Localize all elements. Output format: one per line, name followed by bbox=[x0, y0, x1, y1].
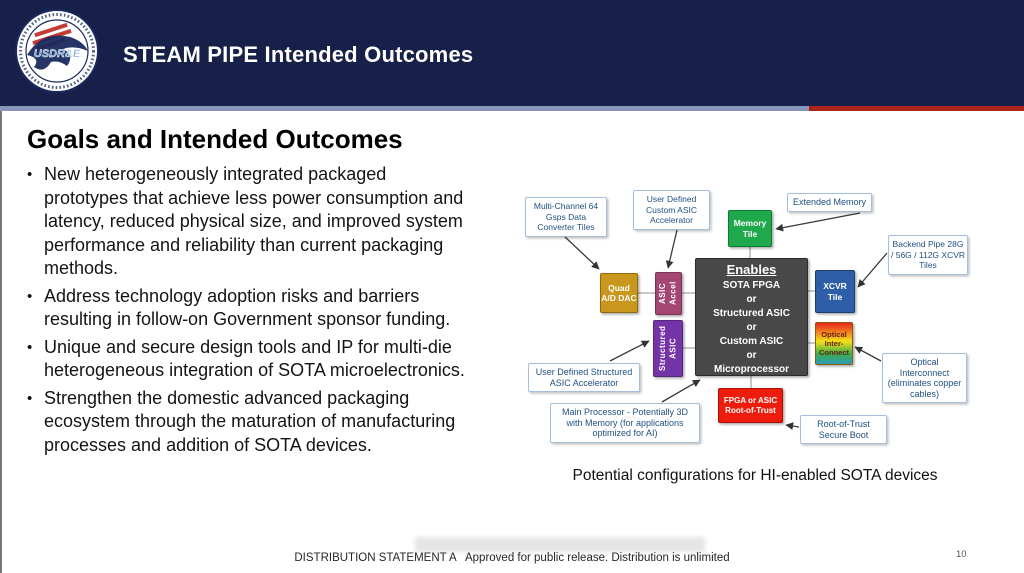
logo-acronym: USDR&E bbox=[34, 48, 81, 60]
asic-accel-label: ASIC Accel bbox=[658, 281, 678, 306]
bullet-list: • New heterogeneously integrated package… bbox=[27, 163, 489, 461]
bullet-item: • New heterogeneously integrated package… bbox=[27, 163, 489, 281]
label-user-defined-custom-asic: User Defined Custom ASIC Accelerator bbox=[633, 190, 710, 230]
bullet-item: • Address technology adoption risks and … bbox=[27, 285, 489, 332]
bullet-text: Unique and secure design tools and IP fo… bbox=[44, 336, 465, 381]
asic-accel-box: ASIC Accel bbox=[655, 272, 682, 315]
label-main-processor: Main Processor - Potentially 3D with Mem… bbox=[550, 403, 700, 443]
enables-or: or bbox=[746, 321, 757, 333]
bullet-text: New heterogeneously integrated packaged … bbox=[44, 164, 464, 278]
bullet-marker: • bbox=[27, 166, 33, 183]
label-optical-interconnect: Optical Interconnect (eliminates copper … bbox=[882, 353, 967, 403]
page-title: Goals and Intended Outcomes bbox=[27, 124, 403, 154]
header-bar: USDR&E STEAM PIPE Intended Outcomes bbox=[0, 0, 1024, 106]
structured-asic-label: Structured ASIC bbox=[657, 325, 678, 372]
optical-interconnect-box: Optical Inter- Connect bbox=[815, 322, 853, 365]
hi-configuration-diagram: Multi-Channel 64 Gsps Data Converter Til… bbox=[510, 185, 1015, 447]
enables-option: SOTA FPGA bbox=[722, 279, 781, 291]
distribution-statement: DISTRIBUTION STATEMENT A Approved for pu… bbox=[294, 552, 730, 564]
enables-option: Structured ASIC bbox=[713, 307, 790, 319]
slide-header-title: STEAM PIPE Intended Outcomes bbox=[123, 42, 474, 67]
bullet-marker: • bbox=[27, 287, 33, 305]
slide-left-edge bbox=[0, 111, 2, 573]
usdre-seal-logo: USDR&E bbox=[15, 9, 99, 93]
diagram-caption: Potential configurations for HI-enabled … bbox=[572, 467, 938, 484]
label-extended-memory: Extended Memory bbox=[787, 193, 872, 212]
quad-ad-dac-box: Quad A/D DAC bbox=[600, 273, 638, 313]
bullet-marker: • bbox=[27, 338, 33, 356]
memory-tile-box: Memory Tile bbox=[728, 210, 772, 247]
page-number: 10 bbox=[956, 549, 967, 560]
enables-title: Enables bbox=[726, 262, 777, 277]
fpga-root-of-trust-box: FPGA or ASIC Root-of-Trust bbox=[718, 388, 783, 423]
label-backend-pipe: Backend Pipe 28G / 56G / 112G XCVR Tiles bbox=[888, 235, 968, 275]
bullet-marker: • bbox=[27, 389, 33, 407]
bullet-item: • Unique and secure design tools and IP … bbox=[27, 336, 489, 383]
diagram-connectors bbox=[562, 212, 888, 430]
bullet-item: • Strengthen the domestic advanced packa… bbox=[27, 387, 489, 458]
label-user-defined-structured-asic: User Defined Structured ASIC Accelerator bbox=[528, 363, 640, 392]
blurred-watermark bbox=[415, 537, 705, 552]
xcvr-tile-box: XCVR Tile bbox=[815, 270, 855, 313]
header-accent-line bbox=[0, 106, 1024, 111]
bullet-text: Address technology adoption risks and ba… bbox=[44, 285, 451, 330]
bullet-text: Strengthen the domestic advanced packagi… bbox=[44, 387, 456, 455]
structured-asic-box: Structured ASIC bbox=[653, 320, 683, 377]
enables-or: or bbox=[746, 349, 757, 361]
enables-option: Microprocessor bbox=[713, 363, 790, 375]
enables-center-box: Enables SOTA FPGA or Structured ASIC or … bbox=[695, 258, 808, 376]
label-multi-channel-converter: Multi-Channel 64 Gsps Data Converter Til… bbox=[525, 197, 607, 237]
enables-or: or bbox=[746, 293, 757, 305]
enables-option: Custom ASIC bbox=[719, 335, 784, 347]
label-root-of-trust-secure-boot: Root-of-Trust Secure Boot bbox=[800, 415, 887, 444]
